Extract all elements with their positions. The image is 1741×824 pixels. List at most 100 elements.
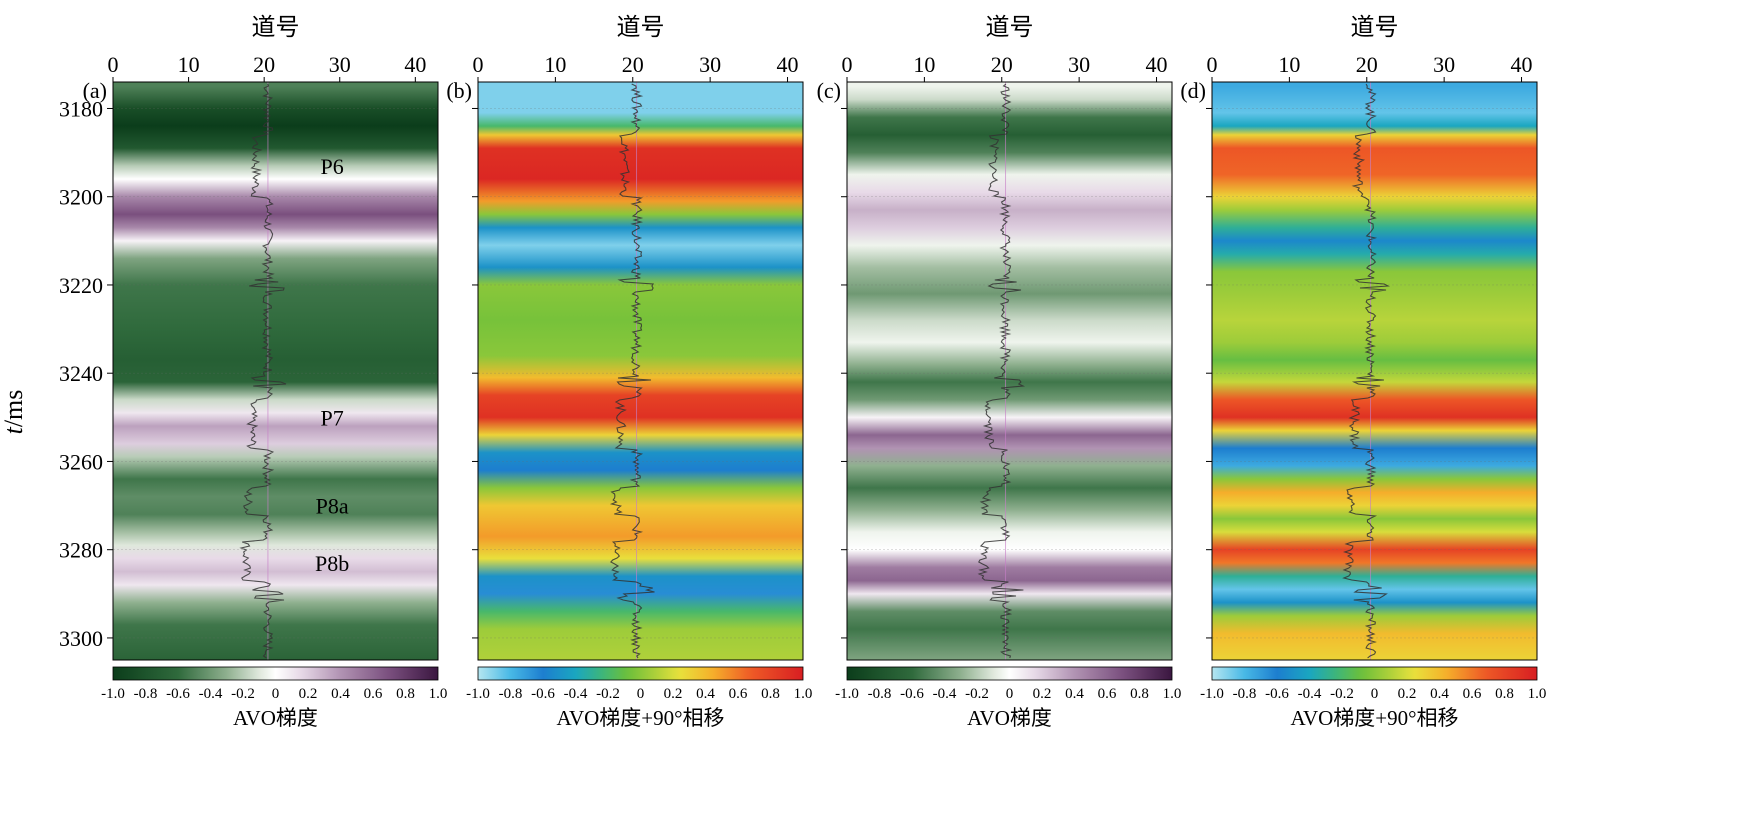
colorbar-tick-label: -0.4	[1298, 686, 1322, 702]
x-tick-label: 40	[404, 52, 426, 77]
colorbar-tick-label: 0.8	[1130, 686, 1149, 702]
y-tick-label: 3180	[59, 96, 103, 121]
horizon-label: P8a	[316, 494, 349, 519]
y-axis-title-italic: t	[0, 426, 28, 434]
colorbar-tick-label: 0.2	[664, 686, 683, 702]
well-log-curve	[239, 83, 287, 659]
colorbar-tick-label: 1.0	[794, 686, 813, 702]
colorbar-tick-label: 0.6	[1098, 686, 1117, 702]
colorbar	[477, 666, 804, 681]
colorbar-tick-label: -0.2	[1330, 686, 1354, 702]
colorbar-tick-label: -0.4	[199, 686, 223, 702]
horizon-label: P6	[321, 154, 344, 179]
colorbar-tick-label: 0.8	[1495, 686, 1514, 702]
colorbar-tick-label: 0.2	[1398, 686, 1417, 702]
colorbar-tick-label: -0.2	[596, 686, 620, 702]
colorbar-tick-label: 1.0	[429, 686, 448, 702]
x-tick-label: 10	[544, 52, 566, 77]
colorbar-tick-label: -0.8	[134, 686, 158, 702]
section-image	[113, 82, 438, 660]
colorbar-tick-label: 0.6	[1463, 686, 1482, 702]
panel-label: (c)	[817, 78, 841, 103]
colorbar-tick-label: 0	[1006, 686, 1014, 702]
colorbar-tick-label: 0.2	[1033, 686, 1052, 702]
y-tick-label: 3300	[59, 626, 103, 651]
x-tick-label: 0	[1207, 52, 1218, 77]
colorbar	[112, 666, 439, 681]
colorbar-tick-label: 0.6	[729, 686, 748, 702]
panel-label: (a)	[83, 78, 107, 103]
y-tick-label: 3240	[59, 361, 103, 386]
x-tick-label: 10	[1278, 52, 1300, 77]
colorbar-tick-label: 1.0	[1528, 686, 1547, 702]
x-tick-label: 20	[622, 52, 644, 77]
x-tick-label: 40	[1146, 52, 1168, 77]
colorbar-tick-label: -0.2	[965, 686, 989, 702]
x-tick-label: 40	[1511, 52, 1533, 77]
colorbar-tick-label: 0.4	[696, 686, 715, 702]
colorbar-tick-label: 1.0	[1163, 686, 1182, 702]
colorbar-tick-label: -0.2	[231, 686, 255, 702]
well-log-curve	[977, 83, 1026, 659]
svg-text:t/ms: t/ms	[0, 390, 28, 435]
x-tick-label: 0	[473, 52, 484, 77]
colorbar-tick-label: -0.8	[499, 686, 523, 702]
colorbar	[846, 666, 1173, 681]
colorbar-tick-label: 0.8	[761, 686, 780, 702]
panel-label: (b)	[446, 78, 472, 103]
section-image	[478, 82, 803, 660]
colorbar-tick-label: 0.6	[364, 686, 383, 702]
x-tick-label: 30	[699, 52, 721, 77]
colorbar-tick-label: -0.6	[1265, 686, 1289, 702]
colorbar-tick-label: 0	[272, 686, 280, 702]
x-axis-title: 道号	[1351, 14, 1399, 41]
colorbar-tick-label: -1.0	[835, 686, 859, 702]
colorbar-tick-label: -0.6	[166, 686, 190, 702]
colorbar-tick-label: -1.0	[466, 686, 490, 702]
colorbar-tick-label: 0	[637, 686, 645, 702]
x-tick-label: 20	[253, 52, 275, 77]
colorbar-tick-label: 0.4	[1430, 686, 1449, 702]
y-tick-label: 3220	[59, 273, 103, 298]
panel-a: 0 10 20 30 40 道号 (a)3180 3200 3220 3240 3260 3280 33…	[59, 14, 447, 730]
colorbar-label: AVO梯度	[967, 706, 1052, 730]
y-tick-label: 3280	[59, 538, 103, 563]
x-tick-label: 20	[991, 52, 1013, 77]
horizon-label: P7	[321, 405, 344, 430]
well-log-curve	[1342, 83, 1390, 659]
colorbar-tick-label: -0.4	[933, 686, 957, 702]
colorbar-tick-label: -0.6	[900, 686, 924, 702]
colorbar-tick-label: 0	[1371, 686, 1379, 702]
colorbar-tick-label: -0.4	[564, 686, 588, 702]
colorbar	[1211, 666, 1538, 681]
x-tick-label: 0	[842, 52, 853, 77]
x-tick-label: 30	[1433, 52, 1455, 77]
section-image	[1212, 82, 1537, 660]
x-tick-label: 10	[913, 52, 935, 77]
x-tick-label: 30	[1068, 52, 1090, 77]
x-tick-label: 30	[329, 52, 351, 77]
colorbar-tick-label: -0.6	[531, 686, 555, 702]
colorbar-label: AVO梯度	[233, 706, 318, 730]
y-tick-label: 3200	[59, 185, 103, 210]
plot-frame	[1211, 81, 1538, 661]
colorbar-tick-label: -0.8	[1233, 686, 1257, 702]
plot-frame	[112, 81, 439, 661]
x-tick-label: 20	[1356, 52, 1378, 77]
colorbar-label: AVO梯度+90°相移	[1290, 706, 1458, 730]
x-tick-label: 10	[178, 52, 200, 77]
panel-d: 0 10 20 30 40 道号 (d) -1.0 -0.8 -0.6 -0.4 -0.2 0 0.2 0.…	[1180, 14, 1546, 730]
colorbar-tick-label: 0.8	[396, 686, 415, 702]
panel-c: 0 10 20 30 40 道号 (c) -1.0 -0.8 -0.6 -0.4 -0.2 0 0.2 0.…	[817, 14, 1182, 730]
colorbar-tick-label: -0.8	[868, 686, 892, 702]
colorbar-tick-label: 0.4	[331, 686, 350, 702]
section-image	[847, 82, 1172, 660]
horizon-label: P8b	[315, 551, 349, 576]
x-tick-label: 0	[108, 52, 119, 77]
colorbar-tick-label: 0.4	[1065, 686, 1084, 702]
colorbar-tick-label: -1.0	[101, 686, 125, 702]
colorbar-tick-label: 0.2	[299, 686, 318, 702]
colorbar-label: AVO梯度+90°相移	[556, 706, 724, 730]
y-axis-title-unit: /ms	[0, 390, 28, 428]
